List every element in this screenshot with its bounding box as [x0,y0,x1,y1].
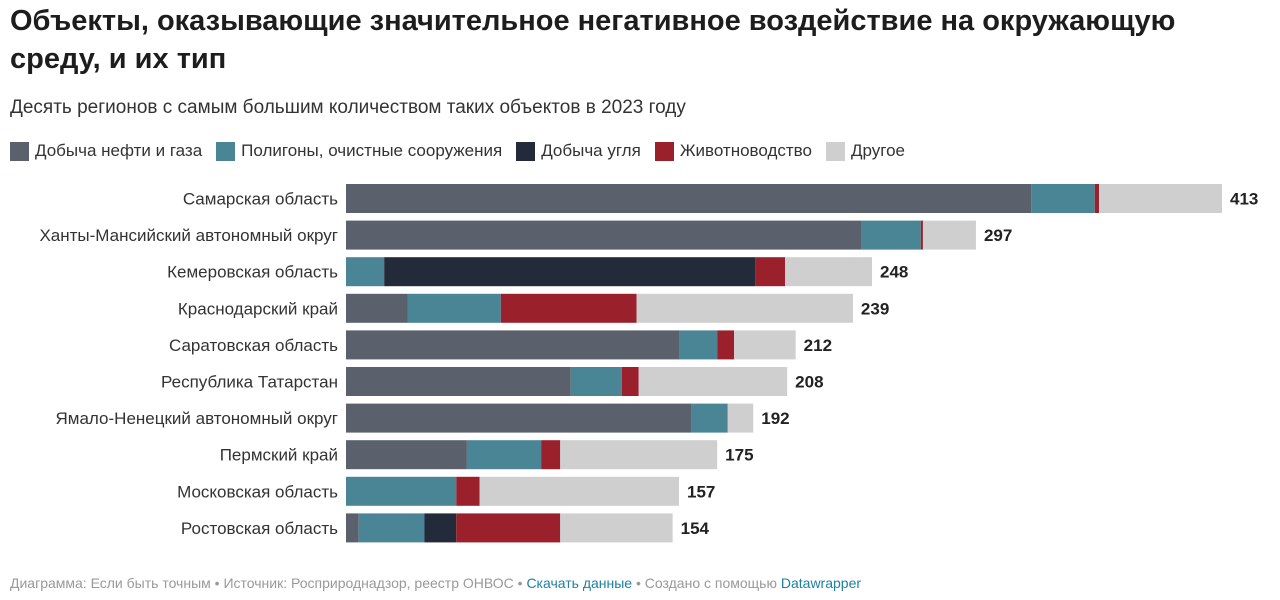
separator: • [210,575,224,591]
legend-item: Другое [825,141,905,161]
total-label: 157 [687,482,715,501]
legend-item: Добыча угля [516,141,641,161]
bar-segment [541,440,561,470]
legend-label: Другое [850,141,905,160]
separator: • [513,575,527,591]
bar-segment [717,330,735,360]
bar-segment [560,513,673,543]
total-label: 297 [984,226,1012,245]
legend-label: Полигоны, очистные сооружения [241,141,503,160]
legend-swatch [516,141,536,161]
footer-source: Источник: Росприроднадзор, реестр ОНВОС [223,575,514,591]
legend-item: Добыча нефти и газа [10,141,202,161]
legend-swatch [216,141,236,161]
category-label: Саратовская область [169,336,338,355]
legend-item: Полигоны, очистные сооружения [216,141,502,161]
total-label: 208 [795,373,823,392]
bar-segment [346,330,680,360]
bar-segment [1094,184,1099,213]
bar-segment [424,513,457,543]
separator: • [632,575,645,591]
category-label: Московская область [177,482,338,501]
total-label: 248 [880,263,908,282]
footer: Диаграмма: Если быть точным • Источник: … [10,575,861,591]
bar-segment [456,476,480,506]
bar-segment [621,367,639,396]
chart-title: Объекты, оказывающие значительное негати… [10,5,1176,75]
category-label: Ямало-Ненецкий автономный округ [56,409,338,428]
download-data-link[interactable]: Скачать данные [526,575,633,591]
bar-segment [636,293,853,323]
bar-segment [346,257,385,287]
category-label: Кемеровская область [167,263,338,282]
legend-swatch [825,141,845,161]
stacked-bar-chart: Самарская область 413 Ханты-Мансийский авт… [39,184,1258,543]
total-label: 212 [804,336,832,355]
bar-segment [500,293,637,323]
bar-segment [346,220,862,250]
bar-segment [727,403,754,433]
bar-segment [358,513,425,543]
category-label: Краснодарский край [178,299,338,318]
category-label: Самарская область [183,190,338,209]
category-label: Ростовская область [181,519,338,538]
footer-made-with: Создано с помощью [644,575,777,591]
datawrapper-link[interactable]: Datawrapper [780,575,862,591]
legend-swatch [654,141,674,161]
bar-segment [479,476,680,506]
legend-item: Животноводство [654,141,812,161]
total-label: 192 [761,409,789,428]
legend: Добыча нефти и газа Полигоны, очистные со… [10,141,919,161]
total-label: 413 [1230,190,1258,209]
bar-segment [407,293,501,323]
bar-segment [861,220,921,250]
bar-segment [755,257,786,287]
bar-segment [384,257,756,287]
bar-segment [466,440,542,470]
bar-segment [346,367,571,396]
bar-segment [785,257,873,287]
total-label: 239 [861,299,889,318]
category-label: Пермский край [220,446,338,465]
bar-segment [920,220,923,250]
bar-segment [346,476,457,506]
bar-segment [456,513,561,543]
bar-segment [734,330,796,360]
bar-segment [1031,184,1095,213]
bar-segment [346,184,1032,213]
total-label: 154 [681,519,710,538]
bar-segment [691,403,728,433]
bar-segment [560,440,718,470]
bar-segment [922,220,976,250]
total-label: 175 [725,446,753,465]
footer-credit: Диаграмма: Если быть точным [10,575,211,591]
bar-segment [346,403,692,433]
bar-segment [346,293,408,323]
bar-segment [679,330,718,360]
bar-segment [638,367,788,396]
legend-swatch [10,141,29,161]
legend-label: Добыча нефти и газа [35,141,203,160]
bar-segment [346,440,467,470]
bar-segment [570,367,622,396]
category-label: Республика Татарстан [161,373,338,392]
category-label: Ханты-Мансийский автономный округ [39,226,338,245]
legend-label: Добыча угля [541,141,641,160]
legend-label: Животноводство [679,141,812,160]
chart-subtitle: Десять регионов с самым большим количест… [10,97,686,118]
bar-segment [346,513,359,543]
bar-segment [1098,184,1222,213]
